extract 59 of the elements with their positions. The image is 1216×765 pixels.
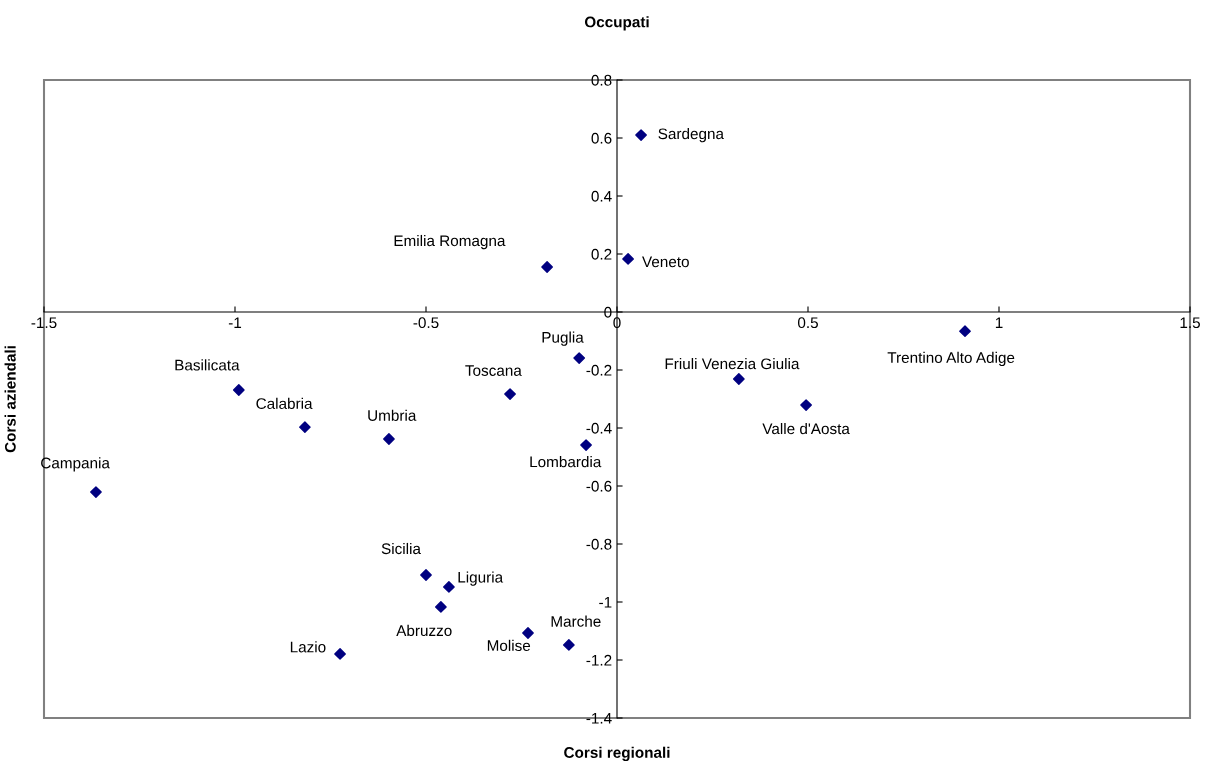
y-tick-label: -0.4: [586, 422, 612, 434]
point: [541, 261, 553, 273]
point: [232, 384, 245, 396]
point: [504, 388, 516, 400]
y-tick-label: -0.8: [586, 538, 612, 550]
point: [622, 253, 634, 265]
y-tick-label: -0.2: [586, 364, 612, 376]
point: [580, 439, 592, 452]
annotation: Toscana: [465, 365, 522, 376]
y-tick-label: 0.2: [591, 248, 612, 260]
y-axis-title: Corsi aziendali: [4, 346, 16, 453]
annotation: Veneto: [642, 256, 689, 268]
annotation: Puglia: [542, 331, 584, 346]
annotation: Lazio: [290, 641, 326, 653]
point: [573, 352, 586, 365]
x-axis-title: Corsi regionali: [564, 746, 670, 762]
annotation: Umbria: [368, 409, 417, 421]
y-tick-label: -1.2: [586, 654, 612, 666]
y-tick-label: -1.4: [586, 713, 612, 724]
annotation: Molise: [487, 639, 531, 652]
point: [299, 421, 311, 434]
x-tick-label: -1: [228, 317, 242, 328]
annotation: Liguria: [458, 571, 504, 586]
point: [800, 399, 812, 411]
point: [383, 433, 395, 445]
x-tick-label: 1: [995, 317, 1003, 328]
annotation: Basilicata: [175, 359, 240, 371]
point: [334, 648, 346, 660]
annotation: Sicilia: [381, 542, 421, 555]
annotation: Lombardia: [530, 456, 602, 468]
point: [90, 486, 102, 498]
chart-title: Occupati: [584, 16, 649, 31]
annotation: Campania: [41, 457, 110, 472]
point: [562, 639, 575, 651]
y-tick-label: 0: [604, 306, 612, 318]
y-tick-label: 0.4: [591, 190, 612, 202]
point: [435, 601, 447, 613]
y-tick-label: 0.6: [591, 132, 612, 144]
point: [959, 325, 971, 338]
y-tick-label: 0.8: [591, 74, 612, 86]
x-tick-label: -1.5: [31, 317, 57, 329]
annotation: Emilia Romagna: [394, 234, 506, 250]
annotation: Calabria: [256, 397, 313, 410]
point: [443, 581, 455, 593]
point: [732, 373, 745, 385]
point: [420, 569, 432, 581]
x-tick-label: 1.5: [1180, 317, 1200, 329]
y-tick-label: -0.6: [586, 480, 612, 492]
annotation: Sardegna: [658, 127, 724, 143]
point: [635, 129, 647, 141]
annotation: Abruzzo: [396, 624, 452, 637]
x-tick-label: -0.5: [413, 317, 439, 329]
annotation: Valle d'Aosta: [762, 422, 850, 435]
annotation: Friuli Venezia Giulia: [665, 357, 800, 370]
point: [522, 627, 534, 639]
x-tick-label: 0.5: [797, 317, 818, 329]
annotation: Marche: [551, 615, 601, 627]
annotation: Trentino Alto Adige: [887, 351, 1015, 367]
y-tick-label: -1: [599, 597, 612, 608]
